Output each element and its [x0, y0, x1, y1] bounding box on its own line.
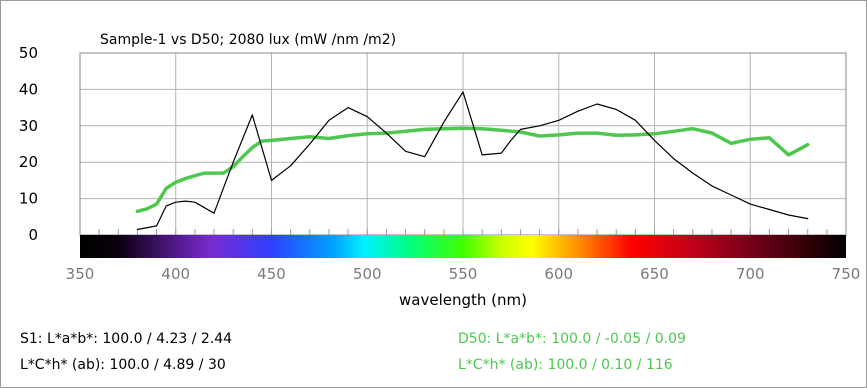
d50-lch-values: L*C*h* (ab): 100.0 / 0.10 / 116	[458, 357, 673, 373]
x-tick-label-750: 750	[832, 265, 861, 283]
y-tick-label-20: 20	[19, 153, 38, 171]
x-tick-labels: 350 400 450 500 550 600 650 700 750	[66, 265, 861, 283]
y-tick-label-40: 40	[19, 80, 38, 98]
y-tick-labels: 0 10 20 30 40 50	[19, 44, 38, 244]
s1-lab-values: S1: L*a*b*: 100.0 / 4.23 / 2.44	[20, 331, 232, 347]
series-line-d50	[135, 126, 810, 214]
y-tick-label-0: 0	[28, 226, 38, 244]
x-tick-label-550: 550	[449, 265, 478, 283]
x-tick-label-700: 700	[736, 265, 765, 283]
x-tick-label-450: 450	[257, 265, 286, 283]
x-axis-label: wavelength (nm)	[399, 291, 527, 309]
series-line-s1	[136, 91, 809, 231]
x-tick-label-350: 350	[66, 265, 95, 283]
y-tick-label-10: 10	[19, 190, 38, 208]
s1-lch-values: L*C*h* (ab): 100.0 / 4.89 / 30	[20, 357, 226, 373]
x-tick-label-650: 650	[640, 265, 669, 283]
x-tick-label-400: 400	[161, 265, 190, 283]
y-tick-label-30: 30	[19, 117, 38, 135]
chart-title: Sample-1 vs D50; 2080 lux (mW /nm /m2)	[100, 32, 396, 48]
x-tick-label-500: 500	[353, 265, 382, 283]
x-tick-label-600: 600	[544, 265, 573, 283]
y-tick-label-50: 50	[19, 44, 38, 62]
d50-lab-values: D50: L*a*b*: 100.0 / -0.05 / 0.09	[458, 331, 686, 347]
series-lines	[135, 91, 810, 231]
spectrum-band	[80, 235, 846, 258]
